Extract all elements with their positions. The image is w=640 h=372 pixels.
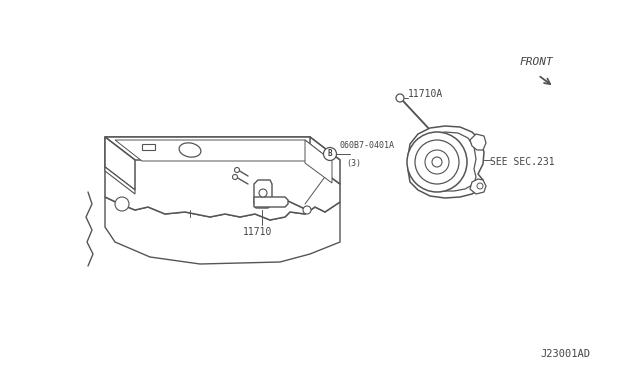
Circle shape — [396, 94, 404, 102]
Text: 060B7-0401A: 060B7-0401A — [340, 141, 395, 150]
Circle shape — [232, 174, 237, 180]
Circle shape — [432, 157, 442, 167]
Polygon shape — [105, 137, 340, 220]
Polygon shape — [470, 134, 486, 150]
Circle shape — [303, 206, 311, 214]
Circle shape — [259, 189, 267, 197]
Polygon shape — [470, 179, 486, 194]
Polygon shape — [305, 140, 332, 183]
Ellipse shape — [179, 143, 201, 157]
Text: 11710A: 11710A — [408, 89, 444, 99]
Text: (3): (3) — [346, 159, 361, 168]
Text: FRONT: FRONT — [519, 57, 553, 67]
Circle shape — [323, 148, 337, 160]
Polygon shape — [105, 137, 340, 160]
Circle shape — [425, 150, 449, 174]
Polygon shape — [105, 137, 135, 190]
Polygon shape — [408, 126, 484, 198]
Text: SEE SEC.231: SEE SEC.231 — [490, 157, 555, 167]
Circle shape — [115, 197, 129, 211]
Text: J23001AD: J23001AD — [540, 349, 590, 359]
Circle shape — [477, 183, 483, 189]
Circle shape — [407, 132, 467, 192]
Polygon shape — [310, 137, 340, 184]
Polygon shape — [142, 144, 155, 150]
Text: 11710: 11710 — [243, 227, 273, 237]
Polygon shape — [415, 132, 476, 191]
Polygon shape — [254, 197, 288, 207]
Polygon shape — [105, 197, 340, 264]
Circle shape — [234, 167, 239, 173]
Polygon shape — [105, 167, 135, 194]
Circle shape — [415, 140, 459, 184]
Text: B: B — [328, 150, 332, 158]
Polygon shape — [115, 140, 332, 161]
Polygon shape — [254, 180, 272, 208]
